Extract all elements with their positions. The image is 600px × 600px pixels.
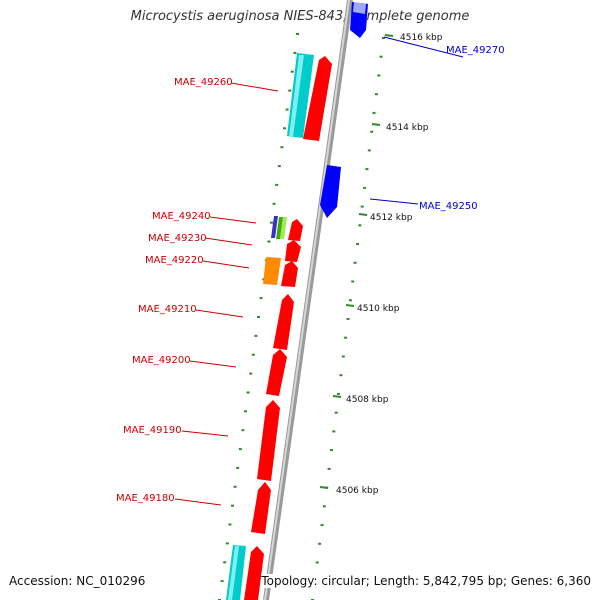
genome-summary-text: Topology: circular; Length: 5,842,795 bp… (261, 574, 591, 588)
gene-label[interactable]: MAE_49200 (132, 355, 191, 366)
gene-arrow-reverse-shine (353, 2, 366, 14)
label-leader (174, 498, 222, 506)
genome-backbone-highlight (264, 0, 350, 600)
gene-block-green[interactable] (276, 217, 283, 239)
gene-label[interactable]: MAE_49180 (116, 493, 175, 504)
label-leader (195, 309, 244, 318)
scale-label: 4510 kbp (357, 304, 400, 314)
gene-arrow-reverse[interactable] (320, 165, 341, 218)
scale-ticks (319, 34, 394, 489)
scale-label: 4508 kbp (346, 395, 389, 405)
label-leader (209, 216, 257, 224)
gene-label[interactable]: MAE_49260 (174, 77, 233, 88)
map-title: Microcystis aeruginosa NIES-843, complet… (130, 9, 470, 24)
label-leader (230, 82, 279, 92)
label-leader (204, 237, 253, 246)
gene-label[interactable]: MAE_49220 (145, 255, 204, 266)
gene-arrow-forward[interactable] (244, 546, 264, 600)
scale-label: 4506 kbp (336, 486, 379, 496)
ruler-right (311, 37, 385, 600)
scale-tick (345, 304, 355, 307)
gene-label[interactable]: MAE_49270 (446, 45, 505, 56)
cyan-feature-shine (289, 55, 304, 137)
scale-tick (384, 34, 394, 37)
orange-feature[interactable] (263, 257, 281, 285)
gene-arrow-forward[interactable] (273, 294, 294, 350)
gene-label[interactable]: MAE_49190 (123, 425, 182, 436)
gene-label[interactable]: MAE_49240 (152, 211, 211, 222)
scale-tick (319, 486, 329, 489)
scale-tick (371, 123, 381, 126)
cyan-feature-shine (228, 546, 239, 600)
scale-label: 4514 kbp (386, 123, 429, 133)
gene-arrow-forward[interactable] (257, 400, 280, 481)
gene-arrow-forward[interactable] (285, 240, 301, 262)
gene-label[interactable]: MAE_49210 (138, 304, 197, 315)
label-leader (383, 36, 464, 58)
accession-text: Accession: NC_010296 (9, 574, 146, 588)
gene-arrow-forward[interactable] (251, 482, 271, 534)
gene-block-lightgreen[interactable] (280, 217, 287, 239)
label-leader (181, 430, 229, 437)
gene-arrow-forward[interactable] (303, 56, 332, 141)
scale-tick (358, 213, 368, 216)
scale-tick (332, 395, 342, 398)
gene-block-blue[interactable] (271, 216, 278, 238)
label-leader (369, 198, 419, 205)
gene-arrow-forward[interactable] (266, 349, 287, 396)
label-leader (189, 360, 237, 368)
gene-label[interactable]: MAE_49250 (419, 201, 478, 212)
scale-label: 4512 kbp (370, 213, 413, 223)
gene-arrow-forward[interactable] (288, 219, 303, 241)
scale-label: 4516 kbp (400, 33, 443, 43)
gene-label[interactable]: MAE_49230 (148, 233, 207, 244)
label-leader (202, 260, 250, 269)
gene-arrow-forward[interactable] (281, 261, 298, 287)
